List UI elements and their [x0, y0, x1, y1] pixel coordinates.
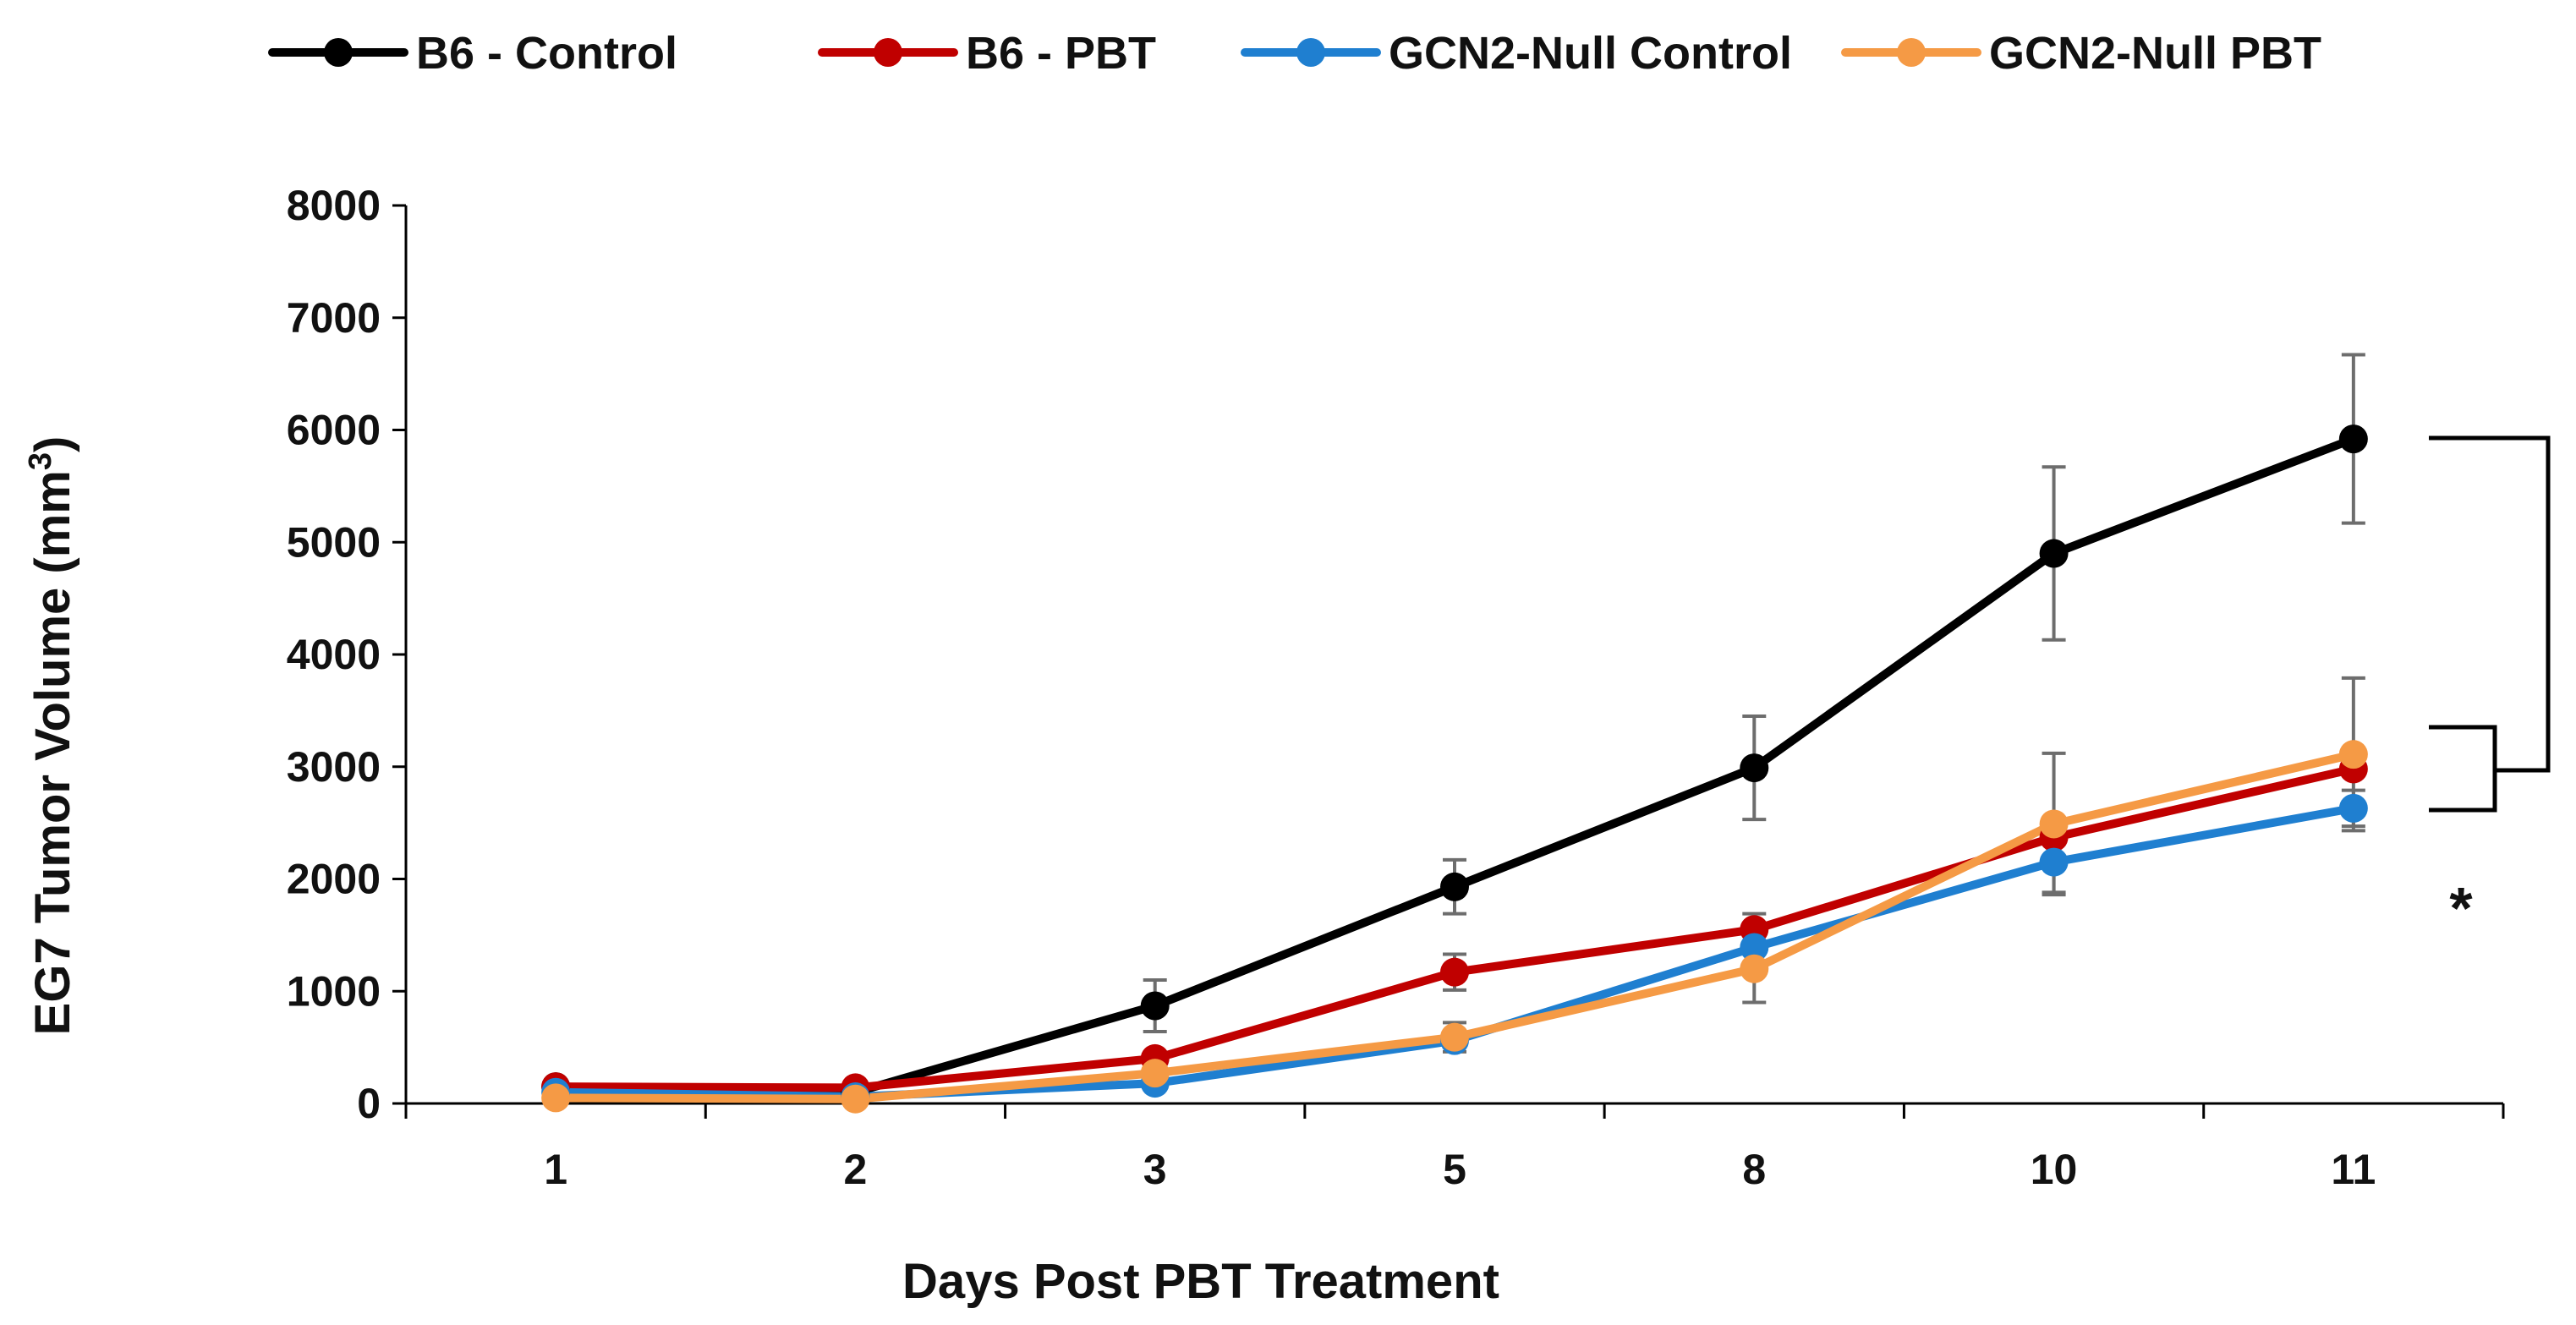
data-point-b6-control	[2039, 539, 2069, 568]
significance-bracket-inner	[2429, 725, 2497, 813]
series-points	[541, 424, 2368, 1114]
y-tick-label: 8000	[287, 182, 381, 229]
legend-label: B6 - Control	[416, 28, 677, 79]
significance-asterisk: *	[2449, 875, 2473, 941]
legend-item-b6-pbt: B6 - PBT	[818, 28, 1156, 79]
significance-bracket-outer	[2429, 435, 2551, 773]
x-tick-label: 8	[1742, 1146, 1766, 1193]
data-point-gcn2-null-pbt	[841, 1084, 870, 1114]
legend-label: GCN2-Null PBT	[1989, 28, 2321, 79]
y-tick-label: 4000	[287, 631, 381, 678]
legend-item-b6-control: B6 - Control	[268, 28, 677, 79]
legend-label: GCN2-Null Control	[1389, 28, 1792, 79]
data-point-gcn2-null-pbt	[1140, 1059, 1170, 1088]
y-tick-label: 5000	[287, 518, 381, 566]
x-tick-label: 3	[1143, 1146, 1167, 1193]
series-lines	[551, 435, 2358, 1103]
data-point-gcn2-null-pbt	[1440, 1022, 1469, 1052]
legend-item-gcn2-null-pbt: GCN2-Null PBT	[1841, 28, 2321, 79]
x-tick-label: 11	[2331, 1146, 2376, 1193]
legend-marker	[1296, 38, 1325, 67]
y-axis-title-superscript: 3	[23, 452, 58, 470]
y-tick-label: 1000	[287, 967, 381, 1015]
y-axis-title: EG7 Tumor Volume (mm3)	[23, 436, 80, 1036]
legend-item-gcn2-null-control: GCN2-Null Control	[1241, 28, 1792, 79]
x-tick-label: 1	[544, 1146, 567, 1193]
legend-marker	[324, 38, 353, 67]
y-tick-label: 3000	[287, 743, 381, 791]
y-tick-label: 0	[357, 1080, 381, 1127]
significance-annotation: *	[2429, 435, 2551, 941]
legend-marker	[1897, 38, 1926, 67]
data-point-b6-control	[2338, 424, 2368, 454]
x-axis: 1 2 3 5 8 10 11	[404, 1102, 2505, 1193]
data-point-gcn2-null-pbt	[2039, 809, 2069, 839]
data-point-gcn2-null-control	[2039, 847, 2069, 877]
y-tick-label: 7000	[287, 294, 381, 342]
legend: B6 - Control B6 - PBT GCN2-Null Control GCN…	[268, 28, 2321, 79]
x-tick-label: 5	[1443, 1146, 1466, 1193]
y-axis-title-main: EG7 Tumor Volume (mm	[25, 470, 80, 1035]
data-point-gcn2-null-pbt	[2338, 740, 2368, 769]
data-point-gcn2-null-pbt	[541, 1083, 571, 1113]
data-point-gcn2-null-control	[2338, 793, 2368, 823]
data-point-gcn2-null-pbt	[1740, 954, 1769, 983]
y-axis: 0 1000 2000 3000 4000 5000 6000 7000 8000	[287, 182, 408, 1127]
data-point-b6-control	[1740, 753, 1769, 783]
data-point-b6-control	[1140, 991, 1170, 1021]
x-axis-title: Days Post PBT Treatment	[902, 1254, 1499, 1309]
data-point-gcn2-null-control	[1740, 933, 1769, 962]
data-point-b6-pbt	[1440, 957, 1469, 987]
y-axis-title-close: )	[25, 436, 80, 452]
y-tick-label: 2000	[287, 856, 381, 903]
legend-marker	[874, 38, 902, 67]
legend-label: B6 - PBT	[966, 28, 1156, 79]
y-tick-label: 6000	[287, 407, 381, 454]
data-point-b6-control	[1440, 872, 1469, 901]
x-tick-label: 2	[844, 1146, 868, 1193]
x-tick-label: 10	[2031, 1146, 2078, 1193]
series-line-b6-control	[551, 435, 2358, 1097]
